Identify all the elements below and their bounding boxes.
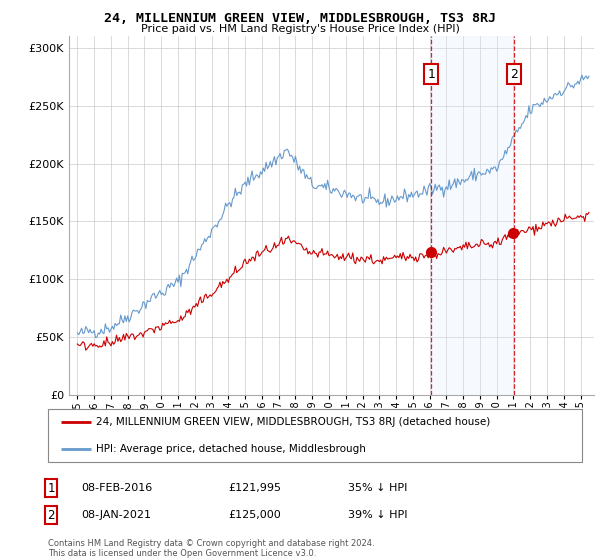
- Bar: [431, 36, 514, 395]
- Text: 08-FEB-2016: 08-FEB-2016: [81, 483, 152, 493]
- Text: 1: 1: [47, 482, 55, 495]
- Text: 24, MILLENNIUM GREEN VIEW, MIDDLESBROUGH, TS3 8RJ: 24, MILLENNIUM GREEN VIEW, MIDDLESBROUGH…: [104, 12, 496, 25]
- Text: 08-JAN-2021: 08-JAN-2021: [81, 510, 151, 520]
- Text: Contains HM Land Registry data © Crown copyright and database right 2024.
This d: Contains HM Land Registry data © Crown c…: [48, 539, 374, 558]
- FancyBboxPatch shape: [48, 409, 582, 462]
- Text: £125,000: £125,000: [228, 510, 281, 520]
- Text: 24, MILLENNIUM GREEN VIEW, MIDDLESBROUGH, TS3 8RJ (detached house): 24, MILLENNIUM GREEN VIEW, MIDDLESBROUGH…: [96, 417, 490, 427]
- Text: HPI: Average price, detached house, Middlesbrough: HPI: Average price, detached house, Midd…: [96, 444, 366, 454]
- Text: 39% ↓ HPI: 39% ↓ HPI: [348, 510, 407, 520]
- Text: 2: 2: [510, 68, 518, 81]
- Text: Price paid vs. HM Land Registry's House Price Index (HPI): Price paid vs. HM Land Registry's House …: [140, 24, 460, 34]
- Text: £121,995: £121,995: [228, 483, 281, 493]
- Text: 35% ↓ HPI: 35% ↓ HPI: [348, 483, 407, 493]
- Text: 1: 1: [427, 68, 435, 81]
- Text: 2: 2: [47, 508, 55, 522]
